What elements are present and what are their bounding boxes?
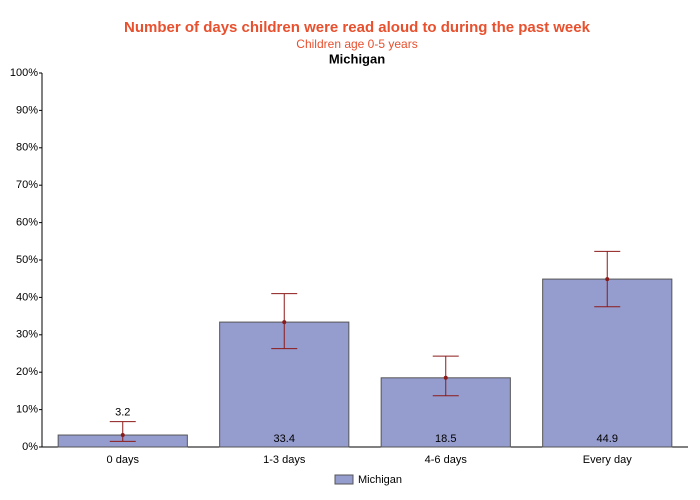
error-bar <box>109 421 136 442</box>
y-tick-label: 80% <box>16 142 38 154</box>
chart-subtitle: Children age 0-5 years <box>296 37 417 51</box>
x-tick-label: 1-3 days <box>263 454 306 466</box>
legend-label: Michigan <box>358 474 402 486</box>
y-tick-label: 60% <box>16 217 38 229</box>
x-tick-label: Every day <box>583 454 632 466</box>
error-point <box>605 277 610 282</box>
chart-title: Number of days children were read aloud … <box>124 19 591 36</box>
y-tick-label: 40% <box>16 291 38 303</box>
y-tick-label: 30% <box>16 329 38 341</box>
x-tick-label: 4-6 days <box>425 454 468 466</box>
y-tick-label: 50% <box>16 254 38 266</box>
region-title: Michigan <box>329 51 385 66</box>
y-tick-label: 90% <box>16 104 38 116</box>
error-point <box>120 433 125 438</box>
y-tick-label: 20% <box>16 366 38 378</box>
error-point <box>282 320 287 325</box>
value-label: 33.4 <box>274 433 295 445</box>
x-tick-label: 0 days <box>107 454 140 466</box>
value-label: 3.2 <box>115 406 130 418</box>
y-tick-label: 70% <box>16 179 38 191</box>
value-label: 44.9 <box>597 433 618 445</box>
error-point <box>443 375 448 380</box>
y-tick-label: 0% <box>22 441 38 453</box>
y-tick-label: 100% <box>10 67 38 79</box>
value-label: 18.5 <box>435 433 456 445</box>
y-tick-label: 10% <box>16 404 38 416</box>
legend-swatch <box>334 474 354 485</box>
